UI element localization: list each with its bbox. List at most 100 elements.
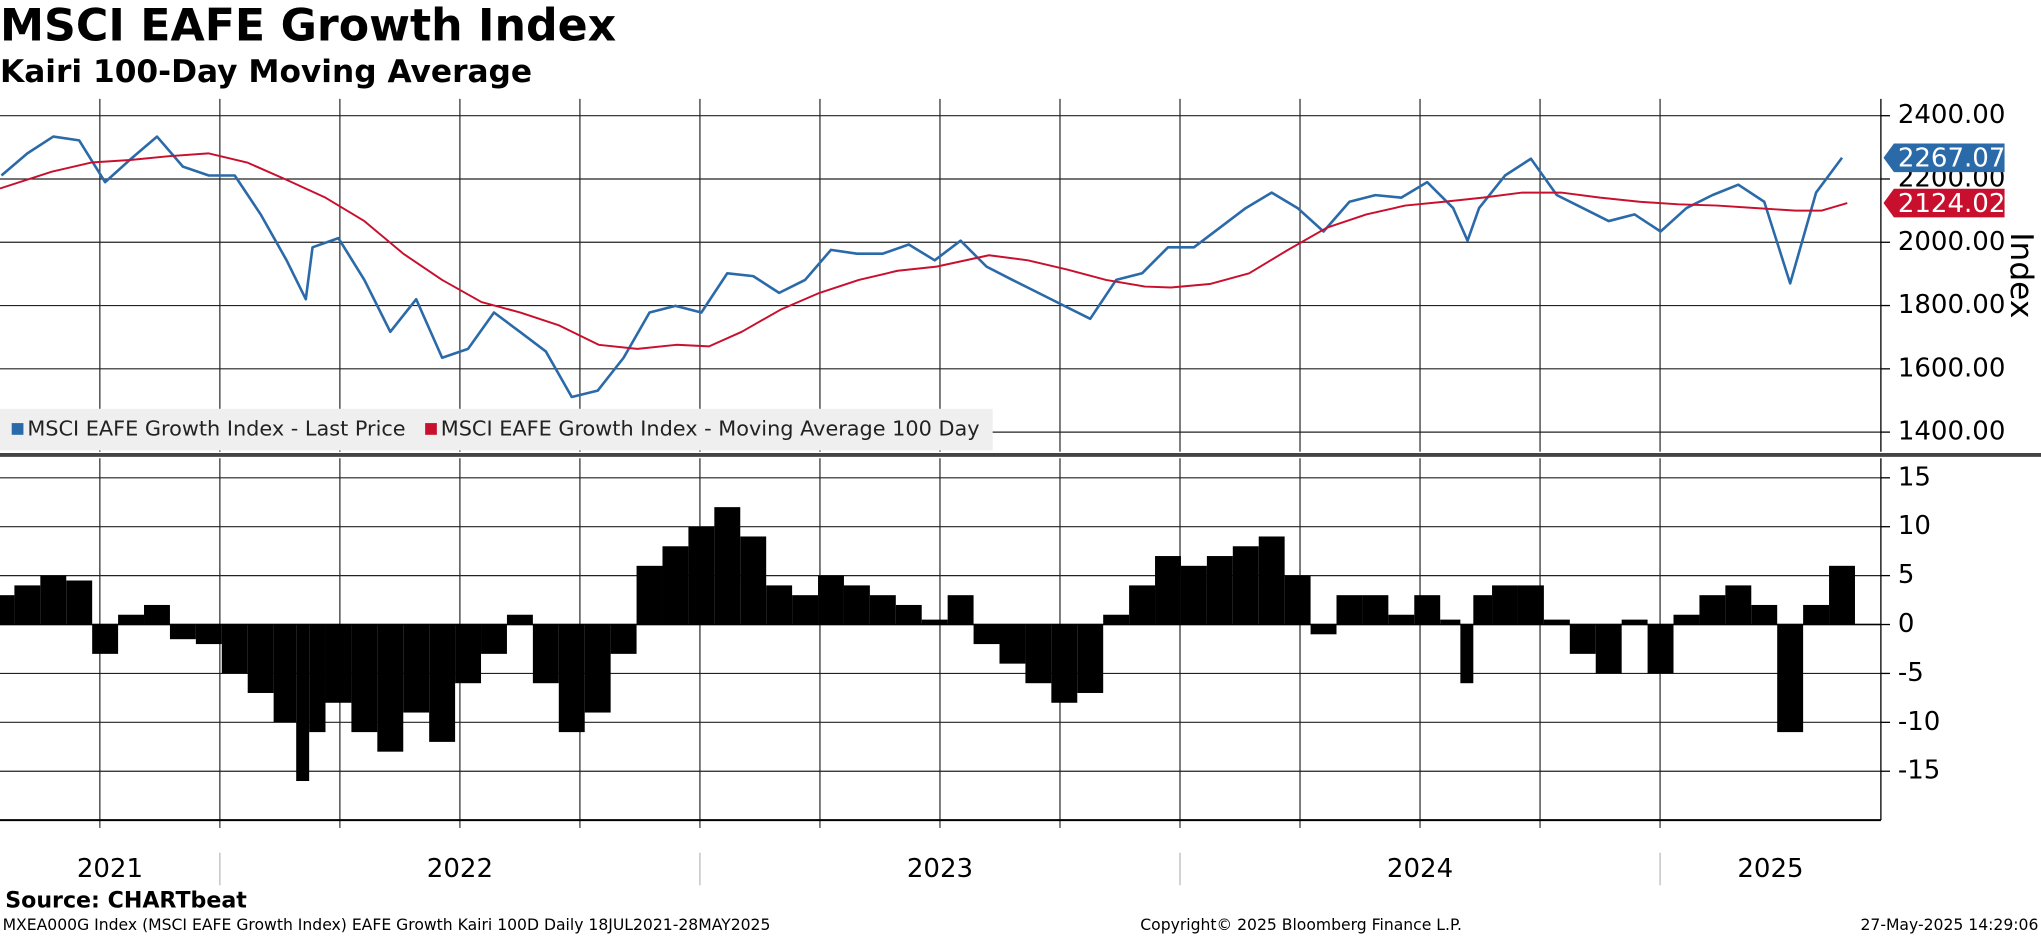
bar xyxy=(1232,546,1259,625)
bar xyxy=(688,526,715,625)
bar xyxy=(1284,575,1311,625)
chart-title: MSCI EAFE Growth Index xyxy=(0,1,616,52)
bar xyxy=(792,595,819,625)
bar xyxy=(1803,604,1830,625)
bar xyxy=(377,624,404,752)
bar xyxy=(66,580,93,625)
bar xyxy=(481,624,507,654)
bar xyxy=(843,585,870,625)
bar xyxy=(429,624,456,742)
bar xyxy=(999,624,1026,664)
bar xyxy=(1025,624,1052,684)
bar xyxy=(818,575,844,625)
y-tick-label: 10 xyxy=(1898,511,1931,541)
bar xyxy=(1077,624,1104,693)
bar xyxy=(947,595,974,625)
legend-box xyxy=(0,408,993,451)
bar xyxy=(662,546,689,625)
bar xyxy=(506,614,533,625)
bar xyxy=(1543,619,1570,625)
x-year-label: 2024 xyxy=(1387,854,1453,884)
bar xyxy=(1362,595,1389,625)
timestamp: 27-May-2025 14:29:06 xyxy=(1860,916,2038,934)
y-tick-label: 15 xyxy=(1898,462,1931,492)
legend-swatch xyxy=(425,423,437,435)
bar xyxy=(1595,624,1622,674)
series-line xyxy=(0,135,1844,399)
bar xyxy=(1647,624,1674,674)
bar xyxy=(869,595,896,625)
bar xyxy=(403,624,430,713)
bar xyxy=(973,624,1000,645)
y-tick-label: 2400.00 xyxy=(1898,100,2006,130)
x-year-label: 2021 xyxy=(77,854,143,884)
bar xyxy=(118,614,145,625)
bar xyxy=(921,619,948,625)
bar xyxy=(584,624,611,713)
bar xyxy=(636,565,663,625)
last-value-tag xyxy=(1883,143,2005,173)
y-axis-label: Index xyxy=(2003,232,2039,318)
bar xyxy=(895,604,922,625)
bar xyxy=(1129,585,1156,625)
bar xyxy=(1492,585,1518,625)
bar xyxy=(1258,536,1285,625)
bar xyxy=(221,624,248,674)
bar xyxy=(273,624,297,723)
bar xyxy=(714,507,741,625)
footer-description: MXEA000G Index (MSCI EAFE Growth Index) … xyxy=(3,916,771,934)
y-tick-label: 1800.00 xyxy=(1898,290,2006,320)
bar xyxy=(1517,585,1544,625)
source: Source: CHARTbeat xyxy=(5,887,247,913)
bar xyxy=(1673,614,1700,625)
copyright: Copyright© 2025 Bloomberg Finance L.P. xyxy=(1140,916,1462,934)
bar xyxy=(325,624,352,703)
bar xyxy=(1829,565,1855,625)
bar xyxy=(766,585,793,625)
y-tick-label: -15 xyxy=(1898,756,1940,786)
bar xyxy=(14,585,41,625)
bar xyxy=(296,624,310,782)
y-tick-label: 0 xyxy=(1898,609,1915,639)
bar xyxy=(309,624,326,733)
bar xyxy=(1725,585,1752,625)
bar xyxy=(740,536,767,625)
bar xyxy=(558,624,585,733)
bar xyxy=(1310,624,1337,635)
bar xyxy=(92,624,119,654)
bar xyxy=(144,604,170,625)
bar xyxy=(1777,624,1804,733)
x-year-label: 2022 xyxy=(427,854,493,884)
bar xyxy=(40,575,67,625)
last-value-tag xyxy=(1883,188,2005,218)
bar xyxy=(1699,595,1726,625)
y-tick-label: 2000.00 xyxy=(1898,227,2006,257)
bar xyxy=(1103,614,1130,625)
y-tick-label: -5 xyxy=(1898,658,1924,688)
series-line xyxy=(0,152,1848,350)
bar xyxy=(1440,619,1461,625)
bar xyxy=(1336,595,1363,625)
bar xyxy=(610,624,637,654)
legend-label: MSCI EAFE Growth Index - Last Price xyxy=(27,417,405,441)
bar xyxy=(1051,624,1078,703)
bar xyxy=(1206,556,1233,625)
bar xyxy=(1569,624,1596,654)
bar xyxy=(0,595,15,625)
bar xyxy=(1155,556,1181,625)
bar xyxy=(351,624,378,733)
bar xyxy=(169,624,196,640)
bar xyxy=(247,624,274,693)
legend-label: MSCI EAFE Growth Index - Moving Average … xyxy=(441,417,980,441)
bar xyxy=(1388,614,1415,625)
bar xyxy=(455,624,482,684)
last-value-label: 2267.07 xyxy=(1898,144,2006,174)
chart-subtitle: Kairi 100-Day Moving Average xyxy=(0,54,532,90)
bar xyxy=(1460,624,1474,684)
x-year-label: 2023 xyxy=(907,854,973,884)
bar xyxy=(1751,604,1778,625)
x-year-label: 2025 xyxy=(1737,854,1803,884)
y-tick-label: 1600.00 xyxy=(1898,353,2006,383)
bar xyxy=(1621,619,1648,625)
